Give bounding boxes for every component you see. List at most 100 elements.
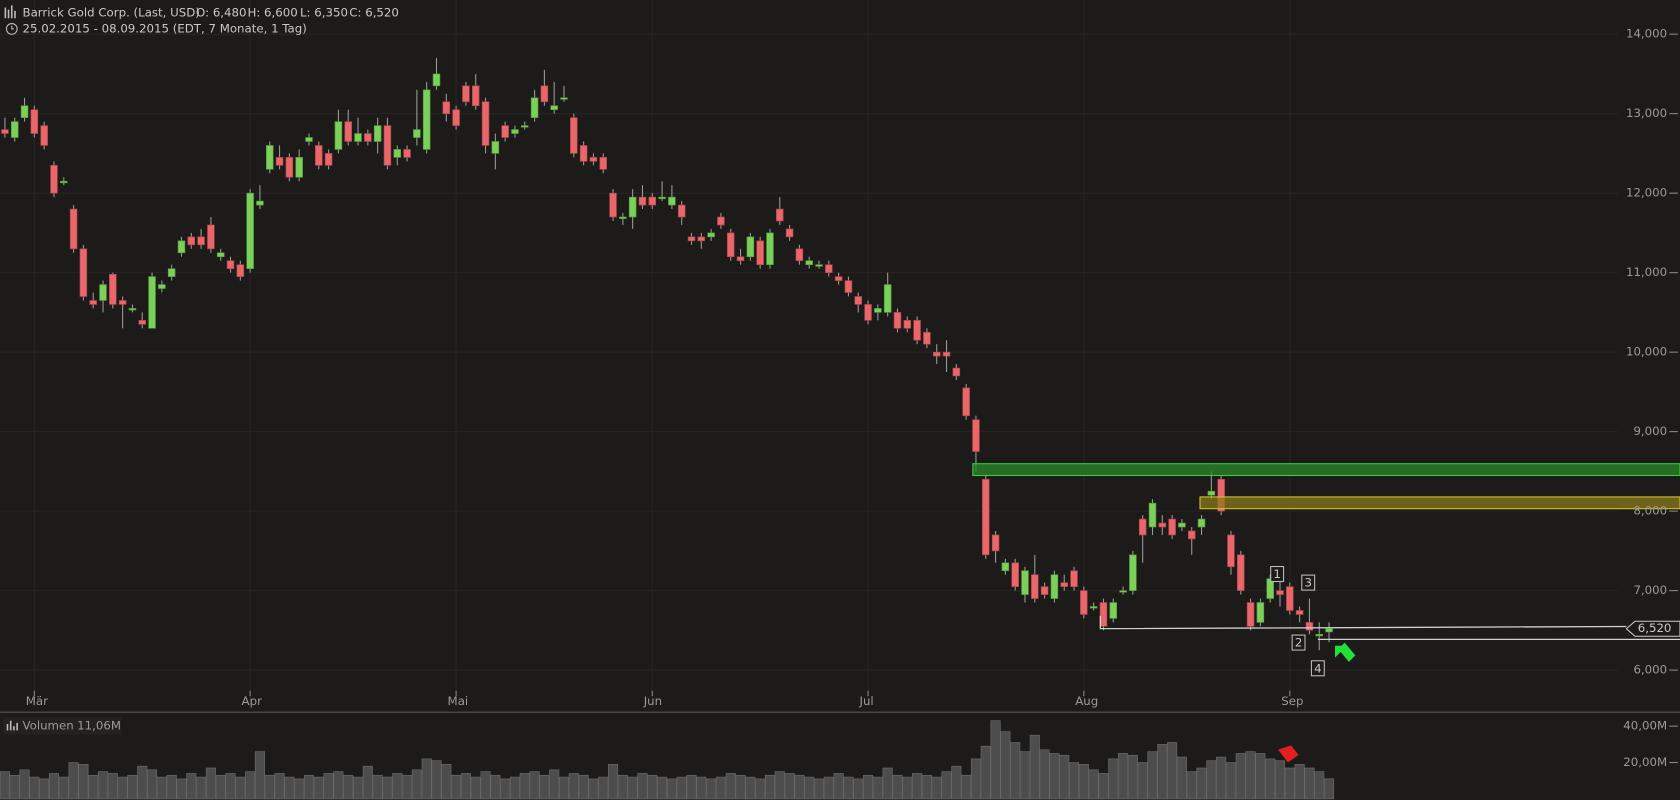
volume-bar [1196, 767, 1207, 800]
y-tick-label: 13,000 [1626, 106, 1667, 120]
volume-bar [68, 762, 79, 800]
candle-body [60, 180, 68, 184]
candle-body [79, 248, 88, 297]
candle-body [373, 125, 382, 142]
volume-bar [676, 776, 687, 800]
volume-bar [745, 776, 756, 800]
volume-bar [598, 776, 609, 800]
candle-body [1286, 586, 1294, 611]
volume-bar [706, 778, 717, 800]
y-tick-label: 40,00M [1623, 719, 1667, 733]
ohlc-label: H: 6,600 [248, 5, 298, 19]
candle-body [69, 208, 78, 250]
candle-body [158, 284, 166, 289]
candle-body [599, 157, 607, 170]
candle-body [589, 157, 598, 162]
candle-body [648, 196, 657, 206]
candle-body [305, 137, 313, 142]
volume-bar [696, 776, 707, 800]
candle-body [687, 236, 696, 242]
candle-body [805, 260, 813, 266]
annotation-label: 4 [1314, 661, 1322, 675]
volume-bar [186, 773, 197, 800]
y-tick-label: 6,000 [1633, 663, 1667, 677]
volume-bar [1206, 760, 1217, 800]
volume-bar [902, 776, 913, 800]
volume-bar [235, 776, 246, 800]
candle-body [452, 109, 460, 126]
volume-bar [460, 773, 471, 800]
candle-body [854, 296, 863, 305]
candle-body [1276, 590, 1284, 595]
volume-bar [1265, 758, 1276, 800]
candle-body [236, 264, 245, 277]
volume-bar [608, 764, 619, 800]
volume-bar [19, 769, 30, 800]
candle-body [815, 264, 823, 267]
volume-bar [813, 778, 825, 800]
candle-body [1001, 562, 1010, 572]
volume-bar [294, 778, 305, 800]
volume-bar [352, 776, 364, 800]
candle-body [1168, 518, 1176, 536]
candle-body [717, 216, 725, 226]
header-icons [4, 5, 18, 35]
volume-bar [323, 773, 334, 800]
candle-body [550, 105, 558, 111]
volume-bar [912, 773, 923, 800]
volume-bar [78, 764, 89, 800]
volume-bar [225, 773, 236, 800]
candle-body [216, 252, 225, 258]
candle-body [403, 149, 411, 158]
ohlc-label: O: 6,480 [196, 5, 246, 19]
volume-bar [921, 774, 932, 800]
volume-bar [284, 776, 295, 800]
volume-bar [882, 767, 893, 800]
candle-body [40, 125, 48, 146]
candle-body [432, 73, 441, 87]
candle-body [1207, 490, 1216, 496]
volume-bar [794, 774, 805, 800]
candle-body [785, 228, 794, 238]
volume-bar [725, 773, 736, 800]
annotation-label: 3 [1304, 576, 1312, 590]
volume-bar [245, 771, 256, 800]
candle-body [1129, 554, 1137, 591]
volume-bar [1078, 764, 1089, 800]
chart-icon [4, 5, 16, 19]
candle-body [736, 256, 745, 262]
volume-bar [558, 776, 570, 800]
volume-bar [1245, 751, 1256, 800]
volume-bar [0, 771, 10, 800]
candle-body [1089, 606, 1098, 609]
volume-bar [137, 765, 148, 800]
candle-body [442, 101, 451, 114]
candle-body [883, 284, 892, 313]
candle-body [1305, 622, 1314, 631]
candle-body [834, 276, 843, 281]
candle-body [1050, 574, 1059, 599]
volume-bar [490, 774, 501, 800]
candle-body [99, 284, 107, 301]
candle-body [511, 129, 519, 134]
volume-bar [1147, 751, 1158, 800]
volume-bar [97, 771, 109, 800]
y-tick-label: 11,000 [1626, 265, 1667, 279]
candle-body [697, 236, 706, 242]
volume-bar [735, 774, 746, 800]
candle-body [138, 320, 146, 325]
volume-bar [980, 745, 991, 800]
volume-bar [970, 758, 981, 800]
volume-bar [833, 773, 844, 800]
candle-body [1060, 582, 1068, 587]
volume-bar [529, 771, 540, 800]
volume-bar [1039, 749, 1050, 800]
resistance-zone [1199, 496, 1680, 510]
volume-header-box [3, 717, 122, 735]
y-tick-label: 10,000 [1626, 345, 1667, 359]
volume-bar [961, 774, 972, 800]
candle-body [776, 208, 784, 222]
candle-body [177, 240, 186, 254]
candle-body [109, 273, 117, 305]
